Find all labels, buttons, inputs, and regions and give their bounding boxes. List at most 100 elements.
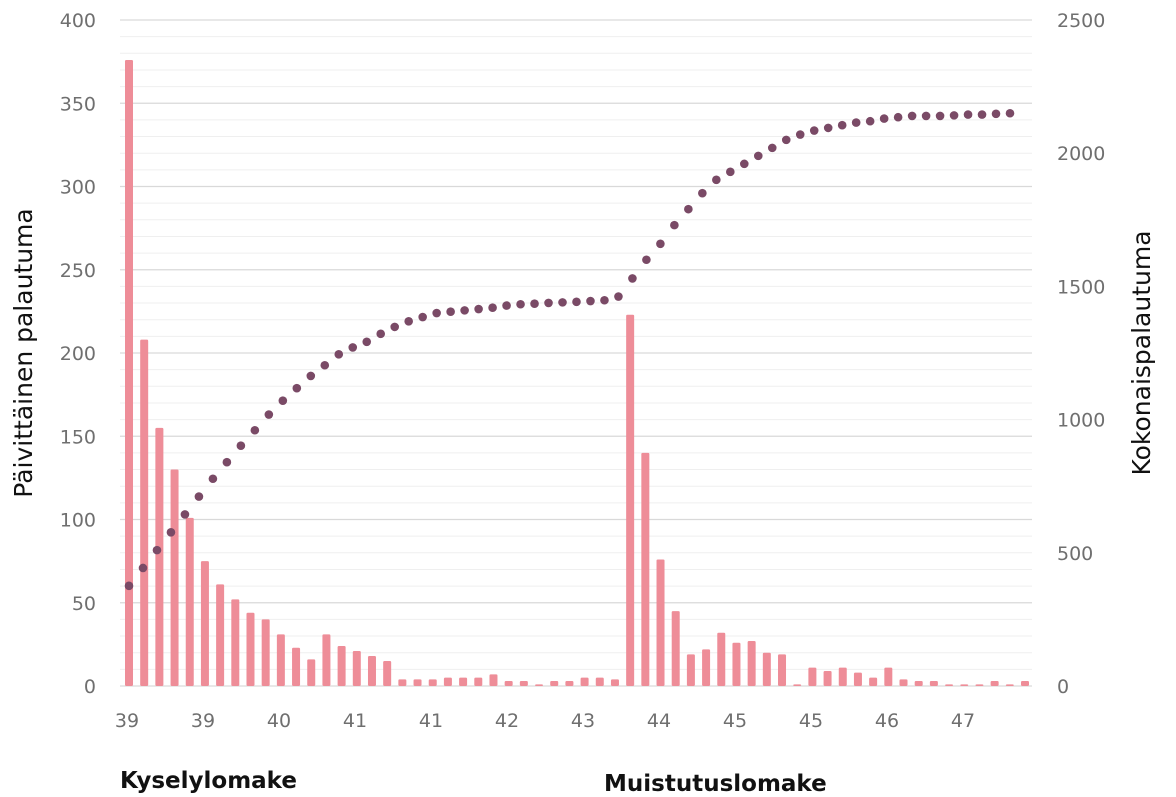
x-tick-label: 46 [875,710,899,732]
cumulative-point [1005,108,1015,118]
cumulative-point [306,371,316,381]
bar [413,679,422,686]
cumulative-point [390,322,399,332]
cumulative-point [823,123,833,133]
x-tick-label: 44 [647,710,671,732]
cumulative-point [474,304,483,314]
bar [140,339,149,686]
right-tick-label: 1500 [1057,276,1105,298]
cumulative-point [236,441,246,451]
cumulative-point [348,343,358,352]
bar [459,677,468,686]
cumulative-point [362,337,372,347]
cumulative-point [558,298,567,307]
cumulative-point [460,306,469,315]
bar [778,654,787,686]
cumulative-point [977,110,987,119]
bar [717,632,726,686]
cumulative-point [642,255,651,265]
cumulative-point [264,410,274,419]
bar [170,469,179,686]
bar [322,634,331,686]
minor-gridlines [120,36,1032,670]
left-tick-label: 50 [72,593,96,615]
cumulative-point [194,492,204,501]
left-tick-label: 100 [60,510,96,532]
cumulative-point [753,151,763,161]
x-tick-label: 47 [951,710,975,732]
x-axis-ticks: 39 39 40 41 41 42 43 44 45 45 46 47 [115,710,975,732]
bar [793,684,802,686]
cumulative-point [432,308,441,318]
cumulative-point [278,396,288,405]
cumulative-point [837,120,847,130]
bar [276,634,285,686]
left-axis-title: Päivittäinen palautuma [9,208,38,497]
left-tick-label: 350 [60,93,96,115]
bar [519,681,528,686]
bar [474,677,483,686]
bar [671,611,680,686]
bar [580,677,589,686]
bar [610,679,619,686]
x-tick-label: 41 [343,710,367,732]
cumulative-point [851,118,861,127]
cumulative-point [991,109,1001,119]
bar [337,646,346,686]
cumulative-point [376,329,386,339]
bar [246,612,255,686]
right-tick-label: 500 [1057,543,1093,565]
left-tick-label: 400 [60,10,96,32]
cumulative-point [208,474,218,484]
right-axis-ticks: 0 500 1000 1500 2000 2500 [1057,10,1105,698]
bar [550,681,559,686]
bar [155,427,164,686]
bar [626,314,635,686]
cumulative-point [726,167,735,177]
cumulative-dots [124,108,1015,591]
bar [702,649,711,686]
bar [641,452,650,686]
cumulative-point [586,296,595,306]
bar [899,679,908,686]
cumulative-point [250,425,260,435]
left-tick-label: 150 [60,426,96,448]
bar [595,677,604,686]
cumulative-point [712,175,721,185]
bar [565,681,574,686]
cumulative-point [865,116,875,126]
bar [945,684,954,686]
cumulative-point [166,527,176,537]
left-tick-label: 200 [60,343,96,365]
cumulative-point [698,188,707,198]
x-tick-label: 39 [191,710,215,732]
cumulative-point [404,316,413,326]
bar [125,59,133,686]
cumulative-point [222,457,232,467]
bar [307,659,316,686]
right-axis-title: Kokonaispalautuma [1127,230,1156,475]
bar [823,671,832,686]
cumulative-point [138,563,148,573]
bar [869,677,878,686]
bar [428,679,437,686]
bar [398,679,407,686]
right-tick-label: 2500 [1057,10,1105,32]
bar [504,681,513,686]
right-tick-label: 2000 [1057,143,1105,165]
bar [838,667,847,686]
bar [884,667,893,686]
cumulative-point [334,350,344,359]
cumulative-point [292,383,302,393]
left-tick-label: 250 [60,260,96,282]
bar [383,661,392,686]
cumulative-point [124,581,134,591]
cumulative-point [656,239,665,249]
right-tick-label: 0 [1057,676,1069,698]
annotation-kyselylomake: Kyselylomake [120,768,297,794]
left-tick-label: 0 [84,676,96,698]
bar [185,517,194,686]
bar [1005,684,1014,686]
cumulative-point [907,111,917,121]
